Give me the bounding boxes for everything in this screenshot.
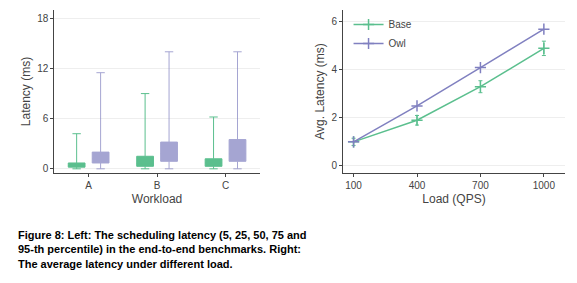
svg-text:100: 100 xyxy=(345,180,362,191)
svg-text:2: 2 xyxy=(331,112,337,123)
svg-text:B: B xyxy=(154,180,161,191)
svg-text:6: 6 xyxy=(331,16,337,27)
svg-text:0: 0 xyxy=(331,160,337,171)
svg-text:0: 0 xyxy=(43,163,49,174)
svg-text:400: 400 xyxy=(409,180,426,191)
svg-text:Workload: Workload xyxy=(132,192,182,206)
svg-text:6: 6 xyxy=(43,113,49,124)
svg-text:700: 700 xyxy=(472,180,489,191)
svg-text:12: 12 xyxy=(37,63,49,74)
svg-text:Figure 8: Left: The scheduling: Figure 8: Left: The scheduling latency (… xyxy=(18,229,307,270)
svg-text:1000: 1000 xyxy=(533,180,556,191)
svg-text:C: C xyxy=(222,180,229,191)
svg-text:18: 18 xyxy=(37,13,49,24)
svg-text:Owl: Owl xyxy=(389,38,406,49)
svg-text:A: A xyxy=(85,180,92,191)
svg-text:Latency (ms): Latency (ms) xyxy=(19,57,33,126)
svg-text:Base: Base xyxy=(389,19,412,30)
svg-text:Avg. Latency (ms): Avg. Latency (ms) xyxy=(313,43,327,139)
svg-text:4: 4 xyxy=(331,64,337,75)
svg-text:Load (QPS): Load (QPS) xyxy=(422,192,485,206)
